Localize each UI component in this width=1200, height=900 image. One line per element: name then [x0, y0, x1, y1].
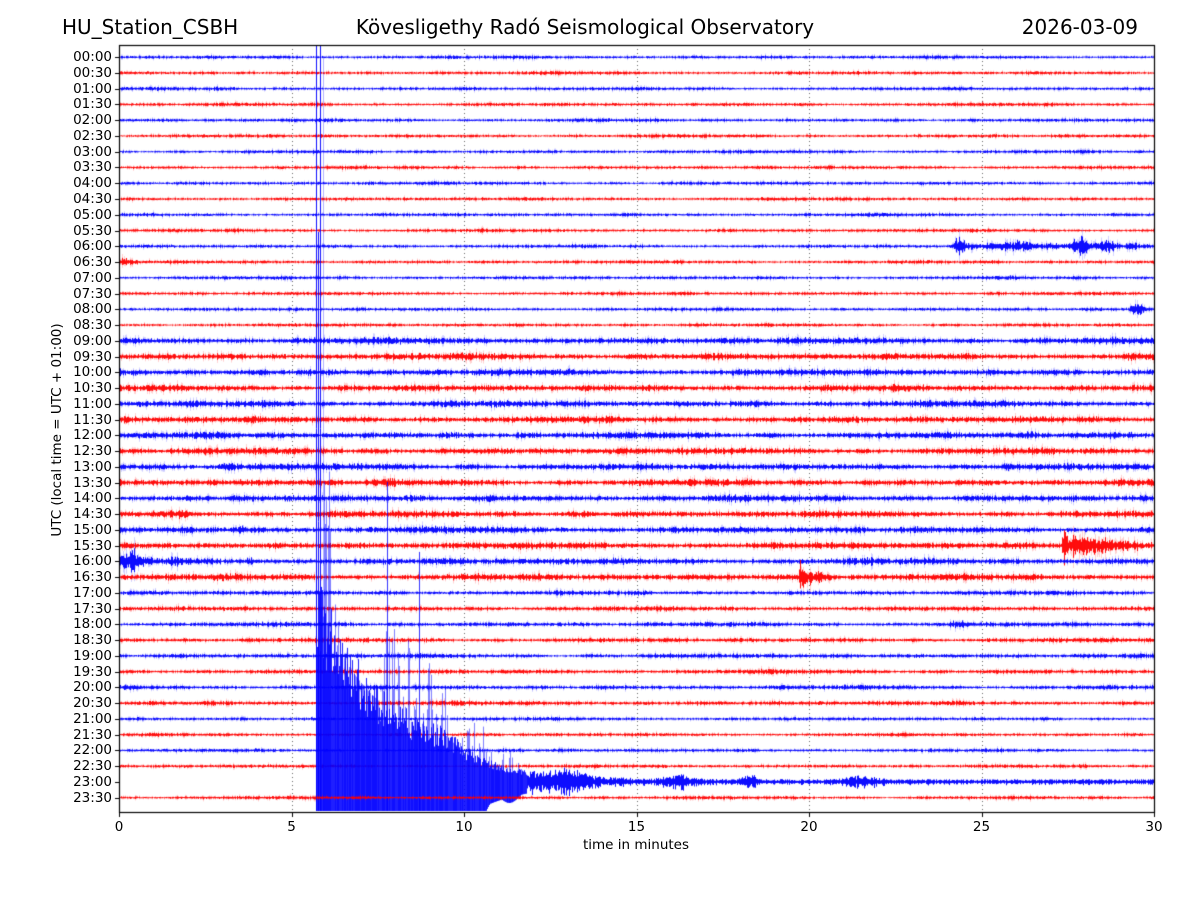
y-axis-tick-label: 09:00	[73, 332, 112, 349]
y-axis-tick-label: 19:00	[73, 647, 112, 664]
y-axis-tick-label: 11:00	[73, 395, 112, 412]
observatory-title: Kövesligethy Radó Seismological Observat…	[355, 15, 815, 39]
y-axis-tick-label: 08:30	[73, 317, 112, 334]
x-axis-label: time in minutes	[582, 837, 690, 853]
y-axis-tick-label: 02:00	[73, 112, 112, 129]
y-axis-tick-label: 23:00	[73, 773, 112, 790]
x-axis-tick-label: 10	[455, 819, 473, 835]
y-axis-tick-label: 15:30	[73, 537, 112, 554]
y-axis-tick-label: 20:30	[73, 695, 112, 712]
y-axis-tick-label: 12:30	[73, 443, 112, 460]
y-axis-label: UTC (local time = UTC + 01:00)	[49, 323, 65, 537]
y-axis-tick-label: 12:00	[73, 427, 112, 444]
x-axis-tick-label: 25	[972, 819, 991, 835]
y-axis-tick-label: 18:00	[73, 616, 112, 633]
y-axis-tick-label: 11:30	[73, 411, 112, 428]
y-axis-tick-label: 19:30	[73, 663, 112, 680]
x-axis-tick-label: 30	[1145, 819, 1163, 835]
y-axis-tick-label: 07:30	[73, 285, 112, 302]
y-axis-tick-label: 03:30	[73, 159, 112, 176]
y-axis-tick-label: 10:30	[73, 380, 112, 397]
y-axis-tick-label: 01:00	[73, 80, 112, 97]
y-axis-tick-label: 20:00	[73, 679, 112, 696]
y-axis-tick-label: 13:30	[73, 474, 112, 491]
y-axis-tick-label: 04:30	[73, 190, 112, 207]
y-axis-tick-label: 07:00	[73, 269, 112, 286]
y-axis-tick-label: 09:30	[73, 348, 112, 365]
x-axis-tick-label: 5	[287, 819, 296, 835]
y-axis-tick-label: 13:00	[73, 458, 112, 475]
y-axis-tick-label: 06:00	[73, 238, 112, 255]
y-axis-tick-label: 17:30	[73, 600, 112, 617]
y-axis-tick-label: 16:00	[73, 553, 112, 570]
y-axis-tick-label: 00:00	[73, 49, 112, 66]
y-axis-tick-label: 16:30	[73, 569, 112, 586]
y-axis-tick-label: 01:30	[73, 96, 112, 113]
y-axis-tick-label: 22:30	[73, 758, 112, 775]
station-title: HU_Station_CSBH	[62, 15, 239, 39]
y-axis-tick-label: 03:00	[73, 143, 112, 160]
y-axis-tick-label: 10:00	[73, 364, 112, 381]
date-title: 2026-03-09	[1021, 15, 1138, 39]
y-axis-tick-label: 05:00	[73, 206, 112, 223]
y-axis-tick-label: 06:30	[73, 254, 112, 270]
y-axis-tick-label: 23:30	[73, 789, 112, 806]
y-axis-tick-label: 02:30	[73, 127, 112, 144]
y-axis-tick-label: 04:00	[73, 175, 112, 192]
y-axis-tick-label: 14:30	[73, 506, 112, 523]
y-axis-tick-label: 18:30	[73, 632, 112, 649]
y-axis-tick-label: 14:00	[73, 490, 112, 507]
y-axis-tick-label: 08:00	[73, 301, 112, 318]
y-axis-tick-label: 22:00	[73, 742, 112, 759]
x-axis-tick-label: 15	[627, 819, 646, 835]
y-axis-tick-label: 21:00	[73, 710, 112, 727]
y-axis-tick-label: 05:30	[73, 222, 112, 239]
y-axis-tick-label: 17:00	[73, 584, 112, 601]
y-axis-tick-label: 00:30	[73, 64, 112, 81]
y-axis-tick-label: 15:00	[73, 521, 112, 538]
x-axis-tick-label: 0	[114, 819, 124, 835]
x-axis-tick-label: 20	[800, 819, 818, 835]
y-axis-tick-label: 21:30	[73, 726, 112, 743]
